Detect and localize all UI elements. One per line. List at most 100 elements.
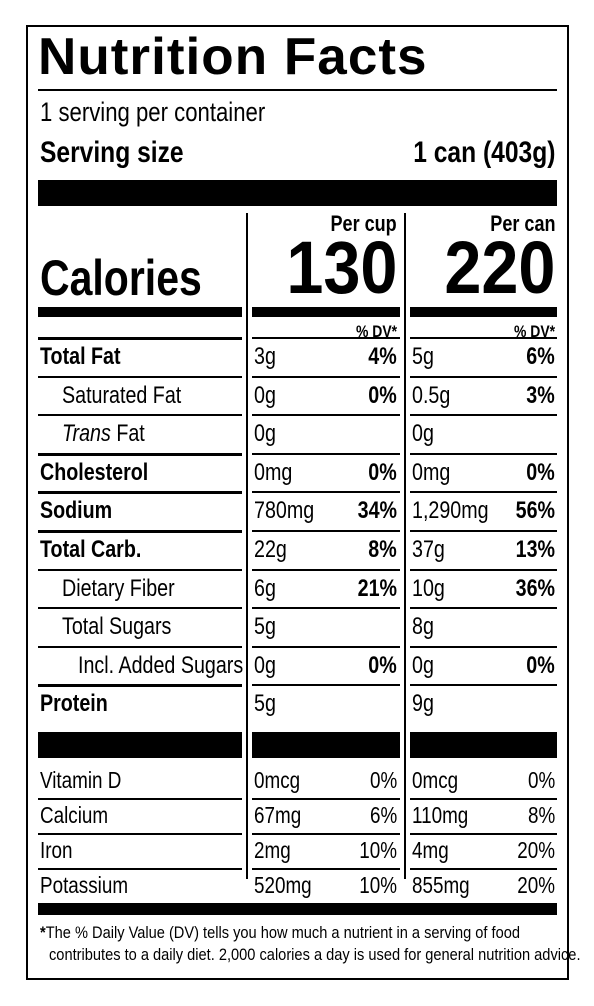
row-rule-label <box>38 607 242 610</box>
per-can-amount-text: 8g <box>412 613 434 641</box>
vitamin-per-can-dv: 20% <box>509 874 555 897</box>
per-cup-amount: 3g <box>254 345 281 369</box>
title-rule <box>38 89 557 91</box>
per-can-amount: 10g <box>412 574 452 602</box>
vitamin-bar-can <box>410 732 557 758</box>
nutrient-name-text: Total Sugars <box>62 615 171 639</box>
nutrient-name-italic: Trans <box>62 420 111 448</box>
per-can-amount: 9g <box>412 692 439 716</box>
row-rule-label <box>38 375 242 378</box>
per-can-amount-text: 9g <box>412 690 434 718</box>
servings-per-container: 1 serving per container <box>40 97 266 127</box>
nutrient-name: Saturated Fat <box>62 383 207 408</box>
per-cup-amount: 22g <box>254 538 294 562</box>
serving-size-label: Serving size <box>40 136 184 169</box>
row-rule-label <box>38 337 242 340</box>
vitamin-per-cup-dv-text: 6% <box>369 802 397 828</box>
vitamin-per-cup-dv-text: 0% <box>369 767 397 793</box>
per-can-dv-text: 0% <box>526 651 555 679</box>
nutrient-name-text: Trans Fat <box>62 422 145 446</box>
per-cup-amount-text: 0g <box>254 381 276 409</box>
per-cup-dv: 21% <box>349 574 397 602</box>
nutrient-name-text: Total Fat <box>40 345 121 369</box>
per-cup-amount-text: 6g <box>254 574 276 602</box>
per-cup-dv-text: 21% <box>357 574 397 602</box>
vitamin-rule-cup <box>252 868 400 870</box>
row-rule-can <box>410 414 557 417</box>
row-rule-label <box>38 414 242 417</box>
per-cup-dv: 8% <box>362 538 397 562</box>
column-divider-2 <box>404 213 406 879</box>
nutrient-name-main: Fat <box>110 420 145 448</box>
vitamin-per-can-amount-text: 110mg <box>412 802 469 828</box>
per-can-amount: 0mg <box>412 460 459 485</box>
row-rule-label <box>38 568 242 571</box>
nutrient-name: Total Sugars <box>62 615 195 639</box>
vitamin-name-text: Iron <box>40 837 73 863</box>
per-can-amount-text: 0.5g <box>412 381 451 409</box>
vitamin-per-can-dv: 20% <box>509 839 555 862</box>
row-rule-cup <box>252 568 400 571</box>
vitamin-per-cup-amount-text: 2mg <box>254 837 291 863</box>
nutrient-name-main: Incl. Added Sugars <box>78 651 244 679</box>
label-title: Nutrition Facts <box>38 28 428 86</box>
vitamin-per-can-amount: 110mg <box>412 804 481 827</box>
vitamin-per-cup-amount: 520mg <box>254 874 324 897</box>
per-can-dv-text: 6% <box>526 343 555 370</box>
per-can-amount: 37g <box>412 538 452 562</box>
footnote-line-2: contributes to a daily diet. 2,000 calor… <box>49 945 581 964</box>
vitamin-per-cup-amount: 67mg <box>254 804 312 827</box>
row-rule-cup <box>252 607 400 610</box>
vitamin-per-cup-dv-text: 10% <box>359 872 397 898</box>
per-can-dv: 13% <box>507 538 555 562</box>
vitamin-name: Potassium <box>40 874 147 897</box>
row-rule-cup <box>252 375 400 378</box>
row-rule-can <box>410 645 557 648</box>
per-can-amount-text: 0g <box>412 651 434 679</box>
per-can-dv-text: 36% <box>515 574 555 602</box>
vitamin-rule-label <box>38 833 242 835</box>
vitamin-per-cup-dv: 10% <box>351 839 397 862</box>
nutrient-name: Total Carb. <box>40 538 164 562</box>
nutrient-name-text: Total Carb. <box>40 538 141 562</box>
calories-bar-can <box>410 307 557 317</box>
nutrient-name-main: Sodium <box>40 497 113 525</box>
serving-size-value: 1 can (403g) <box>412 136 555 169</box>
nutrient-name-main: Dietary Fiber <box>62 574 175 602</box>
row-rule-label <box>38 452 242 456</box>
vitamin-per-can-dv-text: 0% <box>527 767 555 793</box>
vitamin-rule-can <box>410 868 557 870</box>
row-rule-label <box>38 530 242 533</box>
per-cup-dv-text: 8% <box>368 536 397 563</box>
row-rule-cup <box>252 645 400 648</box>
nutrient-name: Total Fat <box>40 345 138 369</box>
per-cup-amount: 0g <box>254 381 281 409</box>
per-cup-amount: 5g <box>254 692 281 716</box>
nutrient-name-main: Total Carb. <box>40 536 142 563</box>
column-divider-1 <box>246 213 248 879</box>
per-can-amount-text: 37g <box>412 536 445 563</box>
nutrient-name-text: Protein <box>40 692 108 716</box>
per-cup-amount-text: 0g <box>254 420 276 448</box>
vitamin-rule-can <box>410 798 557 800</box>
nutrient-name-text: Saturated Fat <box>62 383 181 408</box>
per-cup-dv-text: 0% <box>368 381 397 409</box>
vitamin-rule-can <box>410 833 557 835</box>
per-can-dv-text: 56% <box>515 497 555 525</box>
per-can-amount: 0.5g <box>412 381 459 409</box>
per-cup-dv-text: 0% <box>368 458 397 486</box>
per-can-dv: 0% <box>520 651 555 679</box>
per-cup-dv-text: 0% <box>368 651 397 679</box>
calories-label: Calories <box>40 250 202 306</box>
per-cup-amount-text: 780mg <box>254 497 315 525</box>
per-can-dv: 56% <box>507 499 555 523</box>
row-rule-can <box>410 375 557 378</box>
nutrient-name-text: Cholesterol <box>40 460 148 485</box>
per-cup-amount-text: 0g <box>254 651 276 679</box>
per-can-amount-text: 10g <box>412 574 445 602</box>
vitamin-name: Iron <box>40 839 80 862</box>
row-rule-cup <box>252 491 400 494</box>
per-cup-amount: 0mg <box>254 460 301 485</box>
per-can-amount: 0g <box>412 651 439 679</box>
row-rule-cup <box>252 414 400 417</box>
